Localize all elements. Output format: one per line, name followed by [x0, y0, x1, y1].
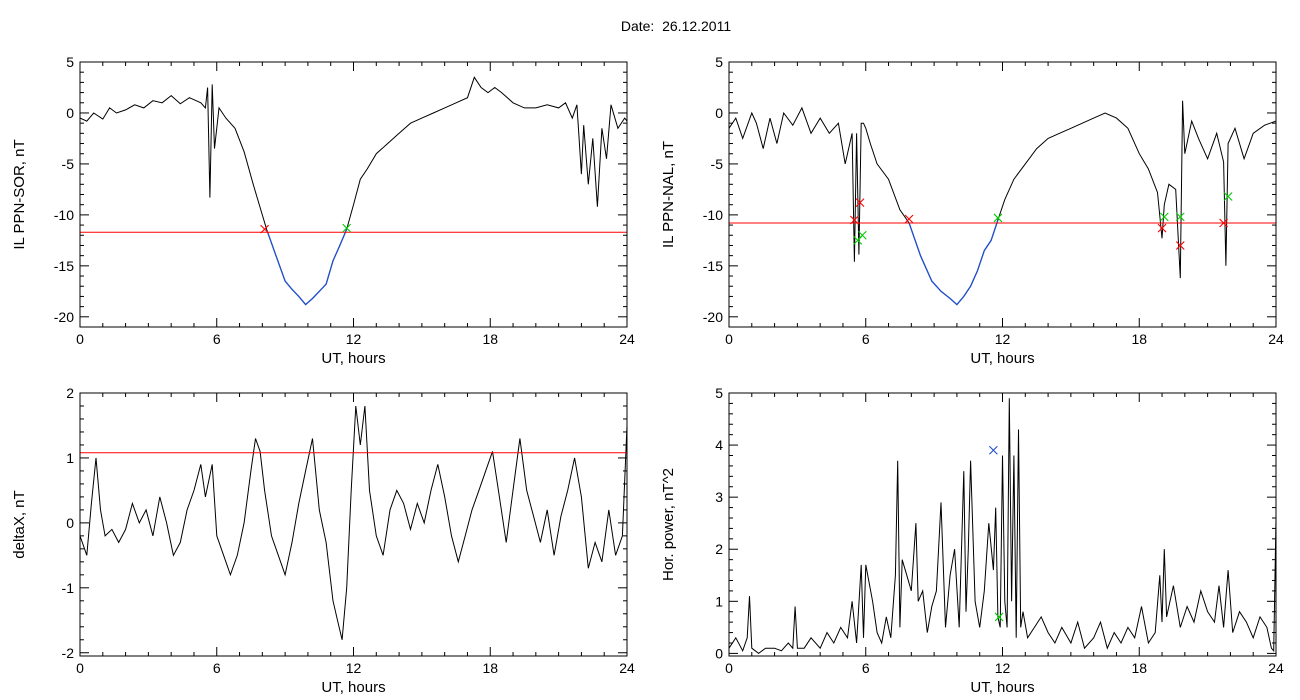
event-marker [904, 214, 914, 224]
plot-frame [728, 392, 1277, 657]
x-tick-label: 24 [619, 331, 635, 347]
x-tick-label: 18 [482, 660, 498, 676]
event-marker [993, 213, 1003, 223]
x-tick-label: 6 [862, 660, 870, 676]
x-axis-label: UT, hours [970, 350, 1034, 367]
y-tick-label: -10 [54, 207, 74, 223]
x-tick-label: 6 [213, 660, 221, 676]
y-tick-label: 4 [715, 437, 723, 453]
y-tick-label: 0 [66, 515, 74, 531]
x-tick-label: 0 [725, 660, 733, 676]
x-tick-label: 0 [725, 331, 733, 347]
y-tick-label: 1 [715, 593, 723, 609]
event-marker [849, 215, 859, 225]
y-tick-label: -1 [62, 580, 75, 596]
x-tick-label: 12 [346, 660, 362, 676]
y-axis-label: IL PPN-NAL, nT [660, 141, 677, 248]
x-tick-label: 12 [346, 331, 362, 347]
x-axis-label: UT, hours [321, 679, 385, 696]
y-tick-label: 5 [715, 385, 723, 401]
event-marker [994, 612, 1004, 622]
event-marker [988, 445, 998, 455]
event-marker [1219, 218, 1228, 228]
highlight-segment [908, 219, 999, 306]
y-tick-label: -20 [54, 309, 74, 325]
x-axis-label: UT, hours [321, 350, 385, 367]
y-tick-label: 5 [715, 54, 723, 70]
y-axis-label: Hor. power, nT^2 [660, 468, 677, 581]
y-tick-label: 5 [66, 54, 74, 70]
event-marker [342, 223, 352, 233]
event-marker [1223, 192, 1233, 201]
series-line [80, 405, 627, 640]
x-tick-label: 12 [995, 331, 1011, 347]
y-tick-label: -2 [62, 645, 75, 661]
y-tick-label: 0 [715, 645, 723, 661]
x-tick-label: 12 [995, 660, 1011, 676]
y-tick-label: 0 [66, 105, 74, 121]
event-marker [1159, 212, 1169, 222]
event-marker [1175, 212, 1185, 222]
event-marker [855, 198, 865, 208]
event-marker [1175, 241, 1185, 250]
y-tick-label: 0 [715, 105, 723, 121]
y-tick-label: 3 [715, 489, 723, 505]
event-marker [857, 230, 867, 240]
y-tick-label: 2 [66, 385, 74, 401]
x-tick-label: 0 [76, 331, 84, 347]
y-axis-label: deltaX, nT [11, 490, 28, 558]
x-tick-label: 24 [1268, 660, 1284, 676]
y-tick-label: -15 [54, 258, 74, 274]
y-tick-label: -10 [703, 207, 723, 223]
x-axis-label: UT, hours [970, 679, 1034, 696]
y-tick-label: 1 [66, 450, 74, 466]
highlight-segment [266, 228, 348, 306]
x-tick-label: 24 [1268, 331, 1284, 347]
y-tick-label: 2 [715, 541, 723, 557]
event-marker [1157, 223, 1167, 233]
x-tick-label: 18 [1131, 331, 1147, 347]
x-tick-label: 24 [619, 660, 635, 676]
x-tick-label: 6 [862, 331, 870, 347]
figure-title: Date: 26.12.2011 [620, 18, 732, 34]
series-line [729, 398, 1276, 655]
x-tick-label: 6 [213, 331, 221, 347]
y-tick-label: -20 [703, 309, 723, 325]
y-tick-label: -15 [703, 258, 723, 274]
event-marker [260, 224, 270, 234]
x-tick-label: 18 [1131, 660, 1147, 676]
y-axis-label: IL PPN-SOR, nT [11, 139, 28, 249]
x-tick-label: 0 [76, 660, 84, 676]
y-tick-label: -5 [711, 156, 724, 172]
x-tick-label: 18 [482, 331, 498, 347]
y-tick-label: -5 [62, 156, 75, 172]
